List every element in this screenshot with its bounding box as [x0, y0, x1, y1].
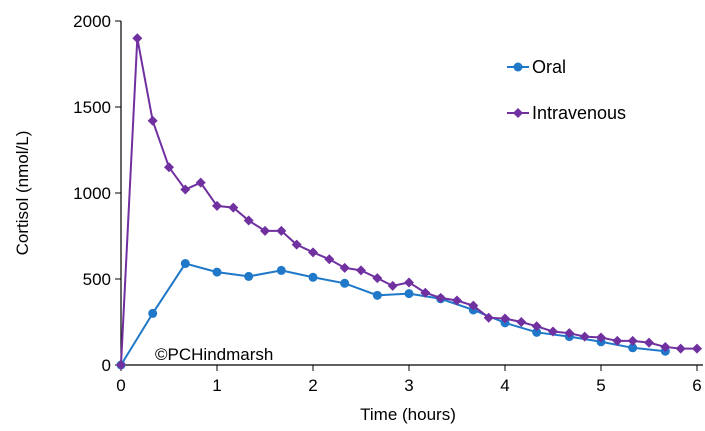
data-point-intravenous [324, 254, 335, 265]
data-point-intravenous [483, 312, 494, 323]
data-point-intravenous [692, 343, 702, 354]
data-point-intravenous [468, 300, 479, 311]
y-axis-title: Cortisol (nmol/L) [13, 131, 32, 256]
y-tick-label: 2000 [73, 12, 111, 31]
x-tick-label: 2 [308, 376, 317, 395]
data-point-intravenous [404, 277, 414, 288]
data-point-intravenous [612, 335, 623, 346]
data-point-intravenous [228, 202, 239, 213]
data-point-intravenous [164, 162, 174, 173]
data-point-intravenous [387, 280, 398, 291]
data-point-intravenous [291, 239, 302, 250]
x-tick-label: 4 [500, 376, 509, 395]
series-line-intravenous [120, 38, 697, 366]
x-tick-label: 1 [212, 376, 221, 395]
data-point-oral [340, 278, 350, 288]
legend: Oral Intravenous [507, 57, 626, 123]
data-point-intravenous [116, 360, 126, 370]
data-point-intravenous [276, 225, 287, 236]
x-tick-label: 3 [404, 376, 413, 395]
data-point-intravenous [435, 292, 446, 303]
data-point-intravenous [596, 332, 606, 343]
data-point-intravenous [644, 337, 654, 348]
data-point-intravenous [675, 343, 686, 354]
x-axis-title: Time (hours) [360, 405, 456, 424]
data-point-intravenous [452, 295, 462, 306]
data-point-oral [404, 289, 414, 299]
data-point-oral [532, 327, 542, 337]
data-point-oral [148, 308, 158, 318]
data-point-intravenous [660, 341, 671, 352]
data-point-intravenous [531, 321, 542, 332]
data-point-intravenous [372, 273, 383, 284]
axes-group: 0 1 2 3 4 5 6 0 500 1000 1500 2000 [73, 12, 703, 395]
data-point-oral [308, 272, 318, 282]
series-line-oral [120, 262, 666, 366]
data-point-intravenous [195, 177, 206, 188]
data-point-intravenous [147, 115, 158, 126]
data-point-intravenous [420, 287, 431, 298]
data-point-intravenous [212, 200, 222, 211]
data-point-oral [180, 259, 190, 269]
data-point-intravenous [260, 225, 270, 236]
legend-marker-intravenous [513, 108, 523, 118]
x-tick-label: 5 [596, 376, 605, 395]
y-tick-label: 500 [83, 270, 111, 289]
y-tick-label: 1000 [73, 184, 111, 203]
legend-item-oral: Oral [507, 57, 566, 77]
data-point-intravenous [243, 215, 254, 226]
y-tick-label: 0 [102, 356, 111, 375]
data-point-intravenous [339, 262, 350, 273]
data-point-intravenous [548, 326, 558, 337]
copyright-watermark: ©PCHindmarsh [155, 345, 273, 364]
x-tick-label: 0 [116, 376, 125, 395]
series-intravenous [116, 33, 702, 370]
data-point-oral [212, 267, 222, 277]
data-point-oral [276, 265, 286, 275]
data-point-intravenous [627, 335, 638, 346]
data-point-oral [372, 290, 382, 300]
data-point-oral [244, 271, 254, 281]
data-point-intravenous [180, 184, 191, 195]
legend-marker-oral [513, 62, 523, 72]
data-point-intravenous [308, 247, 318, 258]
series-group [116, 33, 702, 370]
data-point-intravenous [579, 331, 590, 342]
legend-item-intravenous: Intravenous [507, 103, 626, 123]
data-point-intravenous [356, 265, 366, 276]
y-tick-label: 1500 [73, 98, 111, 117]
data-point-intravenous [500, 313, 510, 324]
legend-label-intravenous: Intravenous [532, 103, 626, 123]
data-point-intravenous [132, 33, 143, 44]
data-point-intravenous [516, 317, 527, 327]
data-point-oral [628, 343, 638, 353]
legend-label-oral: Oral [532, 57, 566, 77]
data-point-intravenous [564, 328, 575, 339]
x-tick-label: 6 [692, 376, 701, 395]
